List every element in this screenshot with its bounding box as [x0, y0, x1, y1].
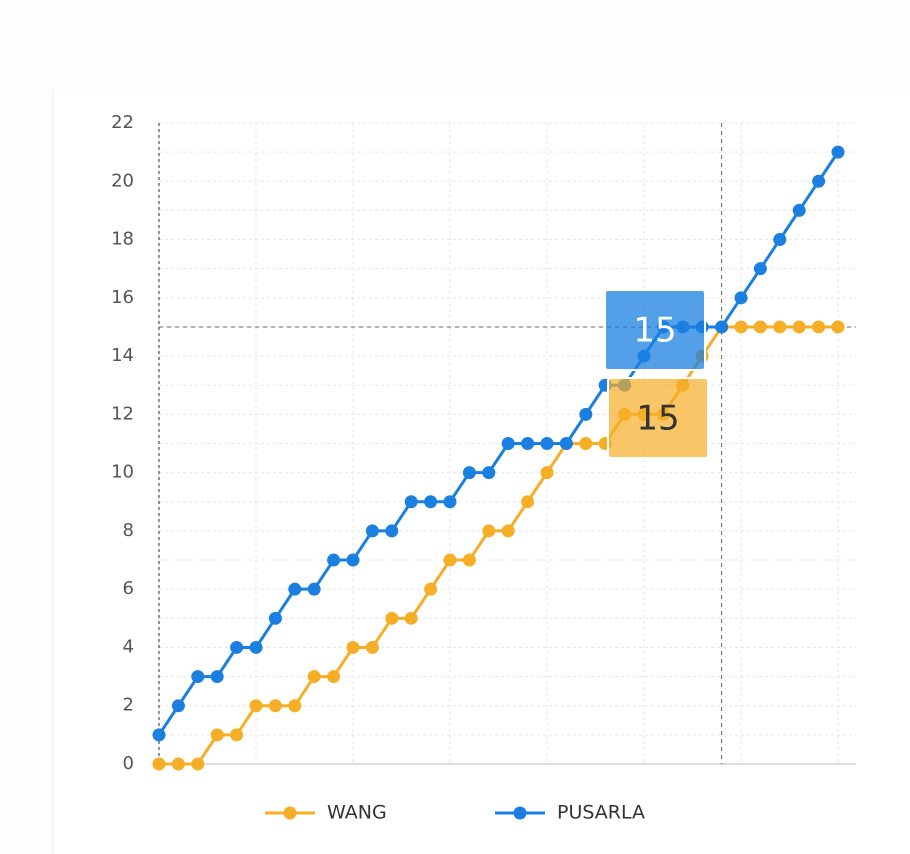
data-point — [579, 437, 593, 450]
data-point — [327, 670, 341, 684]
data-point — [365, 524, 379, 538]
data-point — [773, 233, 787, 247]
data-point — [288, 699, 302, 713]
data-point — [385, 611, 399, 625]
y-tick-label: 6 — [123, 578, 134, 599]
data-point — [424, 582, 438, 596]
data-point — [521, 437, 535, 450]
data-point — [773, 320, 787, 334]
data-point — [404, 495, 418, 509]
tooltip-box — [607, 377, 709, 459]
tooltip-box — [604, 289, 706, 371]
data-point — [268, 699, 282, 713]
data-point — [734, 320, 748, 334]
y-tick-label: 10 — [111, 462, 134, 483]
data-point — [831, 320, 845, 334]
data-point — [171, 757, 185, 771]
data-point — [171, 699, 185, 713]
data-point — [230, 640, 244, 654]
data-point — [579, 407, 593, 421]
y-tick-label: 0 — [123, 753, 134, 774]
y-tick-label: 20 — [111, 170, 134, 191]
legend-label: PUSARLA — [557, 802, 645, 824]
data-point — [753, 262, 767, 276]
data-point — [540, 437, 554, 450]
legend-marker — [283, 806, 297, 820]
data-point — [230, 728, 244, 742]
data-point — [268, 611, 282, 625]
data-point — [792, 320, 806, 334]
data-point — [501, 437, 515, 450]
data-point — [715, 320, 729, 334]
y-tick-label: 22 — [111, 112, 134, 133]
data-point — [191, 757, 205, 771]
data-point — [753, 320, 767, 334]
data-point — [307, 582, 321, 596]
data-point — [831, 145, 845, 159]
data-point — [482, 524, 496, 538]
legend-label: WANG — [327, 802, 387, 824]
data-point — [152, 757, 166, 771]
data-point — [540, 466, 554, 480]
data-point — [210, 728, 224, 742]
data-point — [812, 174, 826, 188]
y-tick-label: 18 — [111, 229, 134, 250]
y-tick-label: 8 — [123, 520, 134, 541]
tooltip-value: 15 — [636, 399, 679, 439]
data-point — [288, 582, 302, 596]
data-point — [424, 495, 438, 509]
data-point — [482, 466, 496, 480]
data-point — [152, 728, 166, 742]
legend-marker — [513, 806, 527, 820]
y-tick-label: 2 — [123, 695, 134, 716]
data-point — [501, 524, 515, 538]
data-point — [327, 553, 341, 567]
y-tick-label: 14 — [111, 345, 134, 366]
data-point — [521, 495, 535, 509]
data-point — [404, 611, 418, 625]
y-tick-label: 12 — [111, 403, 134, 424]
data-point — [462, 466, 476, 480]
data-point — [559, 437, 573, 450]
tooltip-value: 15 — [633, 311, 676, 351]
data-point — [792, 203, 806, 217]
data-point — [385, 524, 399, 538]
data-point — [249, 699, 263, 713]
data-point — [365, 640, 379, 654]
data-point — [249, 640, 263, 654]
data-point — [346, 640, 360, 654]
data-point — [191, 670, 205, 684]
data-point — [346, 553, 360, 567]
y-tick-label: 16 — [111, 287, 134, 308]
data-point — [462, 553, 476, 567]
data-point — [443, 495, 457, 509]
data-point — [734, 291, 748, 305]
data-point — [443, 553, 457, 567]
data-point — [812, 320, 826, 334]
data-point — [307, 670, 321, 684]
y-tick-label: 4 — [123, 636, 134, 657]
data-point — [210, 670, 224, 684]
